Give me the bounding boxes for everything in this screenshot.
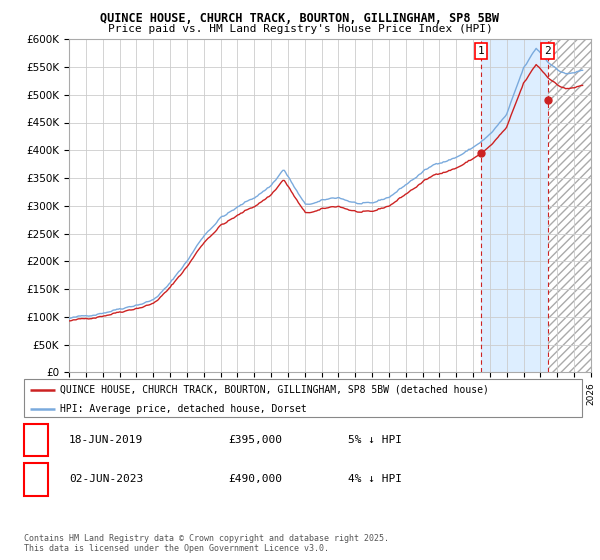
Text: 1: 1 [478,46,484,56]
FancyBboxPatch shape [24,379,582,417]
Text: 2: 2 [32,474,40,484]
Bar [481,39,548,372]
Text: 2: 2 [544,46,551,56]
Text: £490,000: £490,000 [228,474,282,484]
Text: 1: 1 [32,435,40,445]
Text: Contains HM Land Registry data © Crown copyright and database right 2025.
This d: Contains HM Land Registry data © Crown c… [24,534,389,553]
Text: HPI: Average price, detached house, Dorset: HPI: Average price, detached house, Dors… [60,404,307,414]
Text: Price paid vs. HM Land Registry's House Price Index (HPI): Price paid vs. HM Land Registry's House … [107,24,493,34]
Text: 18-JUN-2019: 18-JUN-2019 [69,435,143,445]
Text: 5% ↓ HPI: 5% ↓ HPI [348,435,402,445]
Text: QUINCE HOUSE, CHURCH TRACK, BOURTON, GILLINGHAM, SP8 5BW: QUINCE HOUSE, CHURCH TRACK, BOURTON, GIL… [101,12,499,25]
Text: £395,000: £395,000 [228,435,282,445]
Text: 4% ↓ HPI: 4% ↓ HPI [348,474,402,484]
Text: QUINCE HOUSE, CHURCH TRACK, BOURTON, GILLINGHAM, SP8 5BW (detached house): QUINCE HOUSE, CHURCH TRACK, BOURTON, GIL… [60,385,489,395]
Text: 02-JUN-2023: 02-JUN-2023 [69,474,143,484]
Bar [548,39,591,372]
